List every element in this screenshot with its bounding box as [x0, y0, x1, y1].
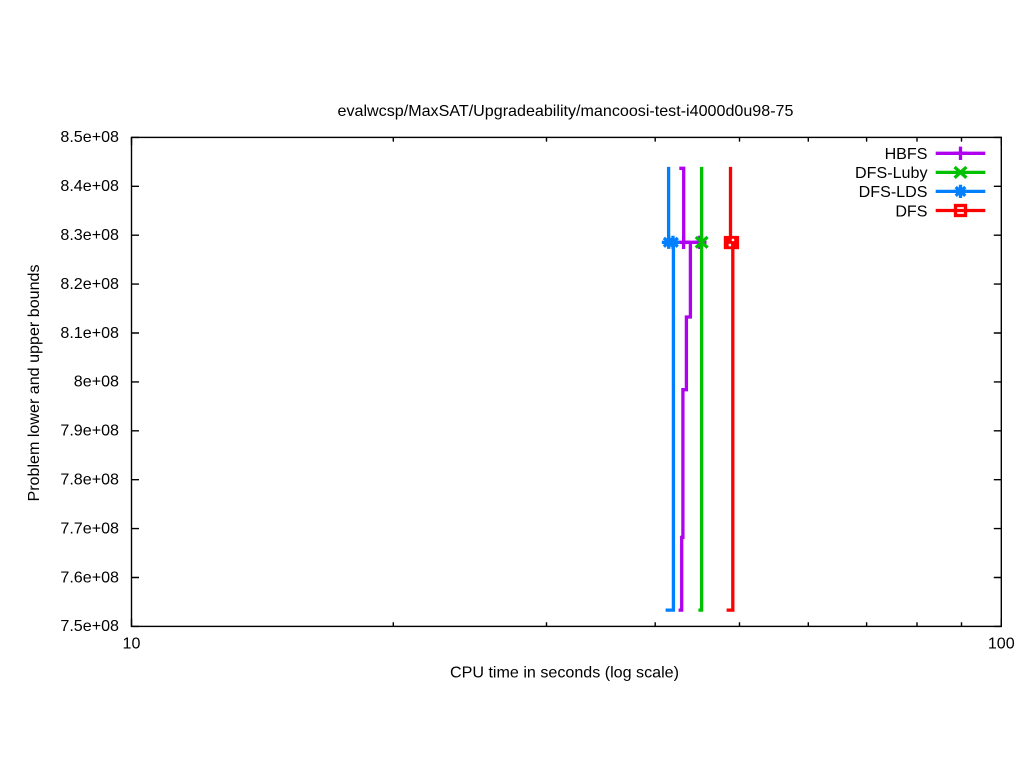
svg-text:8.2e+08: 8.2e+08 — [60, 275, 119, 293]
svg-text:CPU time in seconds (log scale: CPU time in seconds (log scale) — [450, 664, 679, 682]
svg-text:8.1e+08: 8.1e+08 — [60, 324, 119, 342]
svg-text:7.7e+08: 7.7e+08 — [60, 519, 119, 537]
svg-text:evalwcsp/MaxSAT/Upgradeability: evalwcsp/MaxSAT/Upgradeability/mancoosi-… — [338, 102, 794, 120]
svg-text:7.6e+08: 7.6e+08 — [60, 568, 119, 586]
svg-text:DFS-Luby: DFS-Luby — [855, 164, 928, 182]
svg-text:7.9e+08: 7.9e+08 — [60, 422, 119, 440]
svg-text:8.4e+08: 8.4e+08 — [60, 177, 119, 195]
svg-text:8.3e+08: 8.3e+08 — [60, 226, 119, 244]
svg-text:DFS: DFS — [895, 202, 927, 220]
svg-text:8.5e+08: 8.5e+08 — [60, 128, 119, 146]
svg-text:8e+08: 8e+08 — [74, 373, 119, 391]
svg-text:100: 100 — [988, 635, 1015, 653]
svg-text:HBFS: HBFS — [885, 145, 928, 163]
svg-text:7.8e+08: 7.8e+08 — [60, 471, 119, 489]
svg-text:7.5e+08: 7.5e+08 — [60, 617, 119, 635]
svg-text:Problem lower and upper bounds: Problem lower and upper bounds — [25, 264, 43, 501]
svg-text:DFS-LDS: DFS-LDS — [859, 183, 928, 201]
svg-text:10: 10 — [123, 635, 141, 653]
